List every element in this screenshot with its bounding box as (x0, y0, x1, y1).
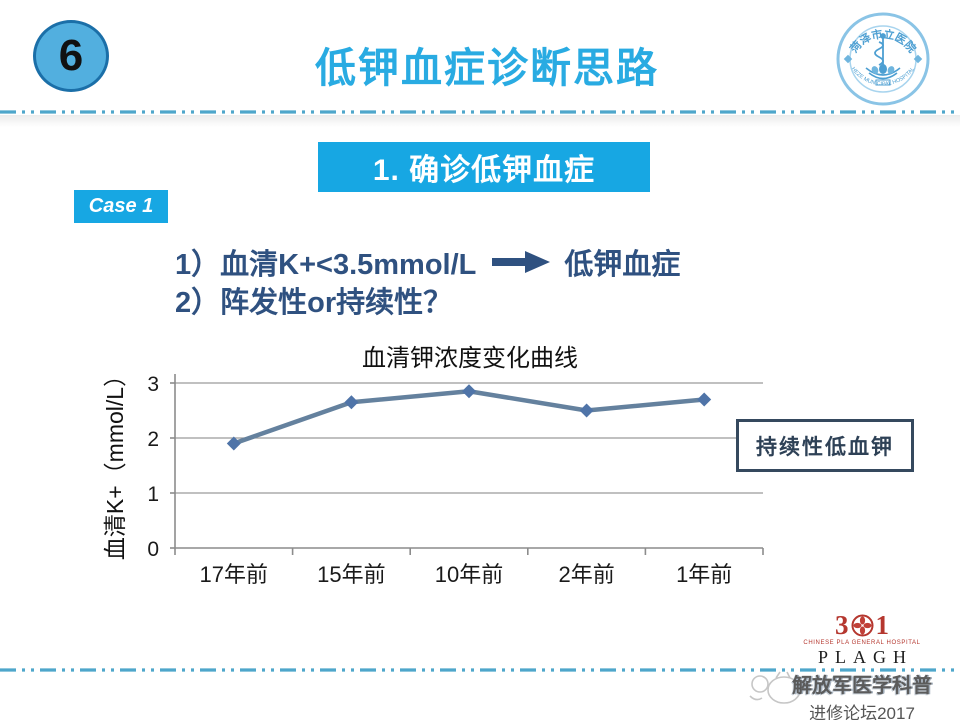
svg-text:2: 2 (147, 428, 159, 451)
top-dashed-divider (0, 110, 960, 114)
serum-k-chart: 血清钾浓度变化曲线 血清K+（mmol/L） 0 1 2 3 17年前 15年前 10年前 2… (95, 338, 775, 600)
right-arrow-icon (492, 251, 551, 273)
logo-banner (875, 79, 891, 86)
point-1-text: 1）血清K+<3.5mmol/L (175, 249, 477, 281)
svg-text:15年前: 15年前 (317, 562, 385, 587)
section-banner: 1. 确诊低钾血症 (318, 142, 650, 192)
serum-k-chart-plot: 0 1 2 3 17年前 15年前 10年前 2年前 1年前 (147, 373, 764, 587)
hospital-name-small: CHINESE PLA GENERAL HOSPITAL (803, 640, 921, 646)
slide-number: 6 (58, 31, 84, 80)
point-2-text: 2）阵发性or持续性？ (175, 287, 453, 319)
slide-number-badge: 6 (33, 20, 109, 92)
case-label: Case 1 (74, 190, 168, 223)
lotus-hands-icon (865, 64, 901, 80)
bottom-dashed-divider (0, 668, 960, 672)
page-title: 低钾血症诊断思路 (315, 45, 659, 91)
hospital-seal-logo: 菏泽市立医院 HEZE MUNICIPAL HOSPITAL (836, 12, 930, 106)
svg-text:10年前: 10年前 (435, 562, 503, 587)
annotation-box: 持续性低血钾 (736, 419, 914, 472)
watermark-doodle-icon (749, 671, 801, 704)
point-2: 2）阵发性or持续性？ (175, 279, 452, 321)
point-1-result: 低钾血症 (564, 249, 681, 281)
chart-title: 血清钾浓度变化曲线 (362, 345, 578, 372)
divider-shadow (0, 115, 960, 127)
point-1: 1）血清K+<3.5mmol/L 低钾血症 (175, 241, 680, 283)
logo-301: 3 1 (835, 610, 889, 640)
logo-301-emblem-icon (851, 614, 873, 636)
footer-logo-block: 3 1 CHINESE PLA GENERAL HOSPITAL PLAGH 解… (772, 612, 952, 720)
forum-text: 进修论坛2017 (809, 704, 915, 720)
svg-text:1: 1 (147, 483, 159, 506)
svg-text:3: 3 (147, 373, 159, 396)
svg-text:2年前: 2年前 (558, 562, 614, 587)
caduceus-icon (874, 33, 886, 67)
svg-text:0: 0 (147, 538, 159, 561)
hospital-abbr: PLAGH (817, 647, 913, 667)
watermark-text: 解放军医学科普 (792, 675, 932, 697)
svg-text:1年前: 1年前 (676, 562, 732, 587)
svg-text:17年前: 17年前 (200, 562, 268, 587)
section-title: 1. 确诊低钾血症 (372, 154, 596, 187)
